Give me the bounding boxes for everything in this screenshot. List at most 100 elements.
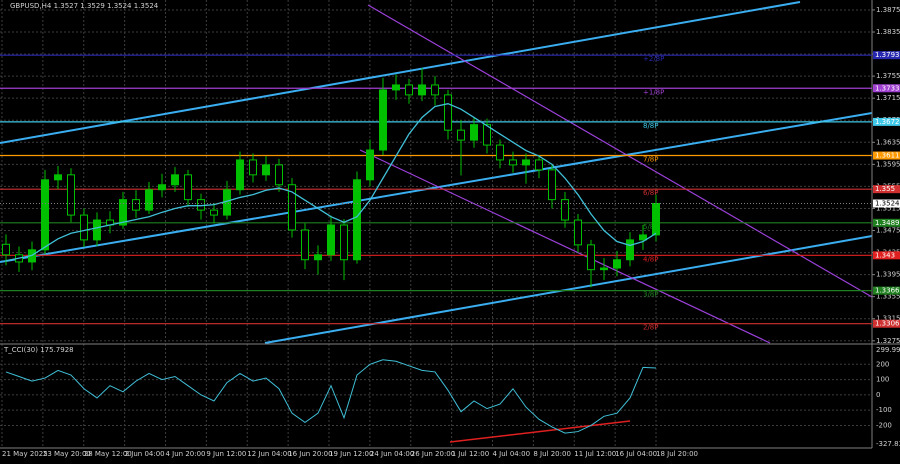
y-tick-label: 1.3315: [876, 315, 900, 323]
candle-body: [2, 243, 10, 256]
level-label: 5/8P: [643, 223, 659, 231]
candle-body: [41, 179, 49, 251]
candle-body: [392, 84, 400, 91]
channel-line: [0, 112, 873, 263]
candle-body: [522, 159, 530, 166]
x-tick-label: 16 Jun 20:00: [288, 450, 332, 458]
candle-body: [327, 224, 335, 256]
y-tick-label: 1.3275: [876, 337, 900, 345]
level-price: 1.3733: [875, 84, 900, 92]
candle-body: [236, 159, 244, 191]
candle-body: [626, 239, 634, 261]
indicator-line: [5, 359, 657, 434]
y-tick-label: 1.3835: [876, 28, 900, 36]
candle-body: [652, 202, 660, 236]
candle-body: [600, 267, 608, 271]
level-label: 2/8P: [643, 324, 659, 332]
level-price: 1.3306: [875, 320, 900, 328]
x-tick-label: 8 Jul 20:00: [533, 450, 571, 458]
x-tick-label: 19 Jun 12:00: [329, 450, 373, 458]
level-label: 4/8P: [643, 255, 659, 263]
x-tick-label: 21 May 2025: [2, 450, 48, 458]
x-tick-label: 4 Jun 20:00: [166, 450, 206, 458]
current-price-box: [873, 199, 900, 208]
candle-body: [509, 159, 517, 166]
candle-body: [418, 84, 426, 96]
x-tick-label: 11 Jul 12:00: [574, 450, 616, 458]
y-tick-label: 1.3875: [876, 6, 900, 14]
candle-body: [132, 199, 140, 211]
channel-line: [367, 4, 873, 298]
channel-line: [0, 1, 801, 144]
level-price-box: [873, 185, 900, 194]
candle-body: [80, 214, 88, 241]
y-tick-label: 100: [876, 376, 889, 384]
level-price: 1.3489: [875, 219, 900, 227]
divergence-line: [449, 420, 631, 443]
candle-body: [145, 189, 153, 211]
chart-title: GBPUSD,H4 1.3527 1.3529 1.3524 1.3524: [10, 2, 159, 10]
candle-body: [262, 164, 270, 176]
candle-body: [561, 199, 569, 221]
y-tick-label: 1.3635: [876, 138, 900, 146]
x-tick-label: 12 Jun 04:00: [247, 450, 291, 458]
y-tick-label: 1.3595: [876, 160, 900, 168]
candle-body: [483, 124, 491, 146]
drawings: [0, 1, 873, 443]
x-tick-label: 4 Jul 04:00: [493, 450, 531, 458]
y-tick-label: 1.3715: [876, 94, 900, 102]
y-tick-label: 1.3475: [876, 227, 900, 235]
candle-body: [67, 174, 75, 216]
x-tick-label: 24 Jun 04:00: [370, 450, 414, 458]
x-tick-label: 16 Jul 04:00: [615, 450, 657, 458]
x-tick-label: 26 Jun 20:00: [411, 450, 455, 458]
level-price: 1.3366: [875, 287, 900, 295]
x-tick-label: 1 Jul 12:00: [452, 450, 490, 458]
candle-body: [249, 159, 257, 176]
x-tick-label: 18 Jul 20:00: [656, 450, 698, 458]
y-tick-label: -100: [876, 406, 892, 414]
candle-body: [496, 144, 504, 161]
level-price-box: [873, 84, 900, 93]
candle-body: [470, 124, 478, 141]
channel-line: [359, 149, 771, 344]
y-tick-label: 1.3755: [876, 72, 900, 80]
candle-body: [210, 209, 218, 216]
level-label: +2/8P: [643, 55, 664, 63]
candle-body: [457, 129, 465, 141]
level-price-box: [873, 117, 900, 126]
candle-body: [613, 259, 621, 269]
y-tick-label: 1.3395: [876, 271, 900, 279]
candle-body: [366, 149, 374, 181]
candle-body: [587, 244, 595, 271]
x-tick-label: 2 Jun 04:00: [125, 450, 165, 458]
y-limit-label: 299.9965: [876, 346, 900, 354]
candle-body: [314, 254, 322, 261]
candle-body: [158, 184, 166, 191]
level-label: 6/8P: [643, 189, 659, 197]
candle-body: [275, 164, 283, 186]
candle-body: [548, 169, 556, 201]
candle-body: [301, 229, 309, 261]
level-price-box: [873, 319, 900, 328]
indicator-title: T_CCI(30) 175.7928: [3, 346, 74, 354]
candle-body: [54, 174, 62, 181]
y-limit-label: -327.832: [876, 440, 900, 448]
candle-body: [379, 89, 387, 151]
level-price: 1.343: [875, 251, 895, 259]
candle-body: [184, 174, 192, 201]
candle-body: [535, 159, 543, 171]
level-price: 1.3793: [875, 51, 900, 59]
x-tick-label: 23 May 20:00: [43, 450, 91, 458]
candle-body: [119, 199, 127, 226]
x-tick-label: 28 May 12:00: [84, 450, 132, 458]
level-price: 1.3611: [875, 152, 900, 160]
candle-body: [431, 84, 439, 96]
candle-body: [444, 94, 452, 131]
level-label: 8/8P: [643, 122, 659, 130]
candle-body: [353, 179, 361, 261]
level-label: +1/8P: [643, 88, 664, 96]
level-price: 1.355: [875, 185, 895, 193]
